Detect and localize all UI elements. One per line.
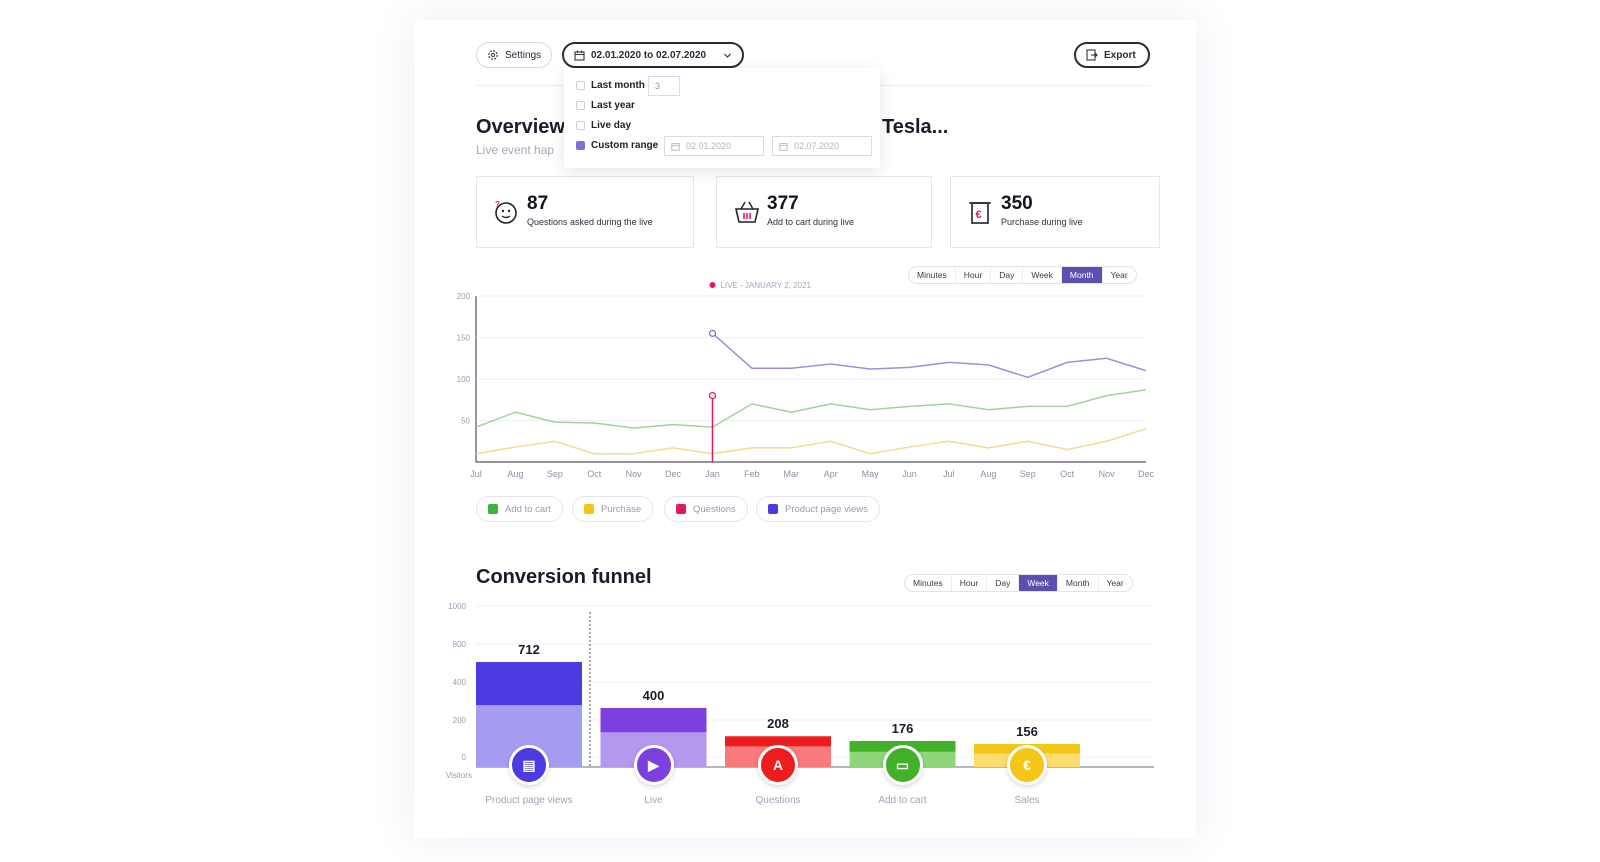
funnel-value-label: 400 [642,688,665,703]
calendar-icon [671,142,680,151]
timeline-range-tabs: Minutes Hour Day Week Month Year [908,266,1137,284]
overview-subtitle: Live event hap [476,143,555,157]
legend-purchase[interactable]: Purchase [572,496,654,522]
legend-label: Purchase [601,503,642,515]
legend-add-to-cart[interactable]: Add to cart [476,496,563,522]
legend-questions[interactable]: Questions [664,496,748,522]
timeline-tab-minutes[interactable]: Minutes [909,267,956,283]
legend-label: Add to cart [505,503,551,515]
calendar-icon [574,50,585,61]
export-label: Export [1104,49,1136,61]
range-to-input[interactable]: 02.07.2020 [772,136,872,156]
gear-icon [488,50,498,60]
timeline-tab-year[interactable]: Year [1110,270,1128,280]
stat-card-purchase: € 350 Purchase during live [950,176,1160,248]
stat-value: 377 [767,193,799,214]
funnel-category-label: Product page views [485,795,573,806]
option-label: Last year [591,100,635,111]
funnel-category-label: Live [644,795,663,806]
stat-card-questions: ? 87 Questions asked during the live [476,176,694,248]
funnel-title: Conversion funnel [476,566,652,588]
funnel-category-label: Questions [755,795,801,806]
export-icon [1086,49,1098,61]
checkbox-checked[interactable] [576,141,585,150]
funnel-category-label: Sales [1014,795,1040,806]
basket-icon [734,201,760,223]
range-to-value: 02.07.2020 [794,141,840,151]
settings-button[interactable]: Settings [476,42,553,68]
timeline-tab-week[interactable]: Week [1023,267,1062,283]
range-from-value: 02.01.2020 [686,141,732,151]
funnel-tab-hour[interactable]: Hour [952,575,988,591]
option-last-month[interactable]: Last month [576,80,645,91]
timeline-tab-month[interactable]: Month [1061,267,1103,283]
euro-receipt-icon: € [969,202,991,224]
stat-value: 87 [527,193,549,214]
legend-label: Product page views [785,503,868,515]
calendar-icon [779,142,788,151]
legend-swatch [768,504,778,514]
funnel-tab-week[interactable]: Week [1019,575,1058,591]
basket-icon: ▭ [882,745,923,785]
svg-text:?: ? [495,200,500,209]
timeline-tab-day[interactable]: Day [991,267,1024,283]
date-range-label: 02.01.2020 to 02.07.2020 [591,49,707,61]
overview-title: Overview [476,116,565,138]
legend-swatch [676,504,686,514]
option-custom-range[interactable]: Custom range [576,140,658,151]
settings-label: Settings [505,49,542,61]
option-label: Live day [591,120,632,131]
funnel-value-label: 712 [518,642,540,657]
legend-swatch [584,504,594,514]
question-bubble-icon: A [758,745,798,785]
funnel-tab-minutes[interactable]: Minutes [905,575,952,591]
legend-product-page-views[interactable]: Product page views [756,496,880,522]
stat-card-add-to-cart: 377 Add to cart during live [716,176,932,248]
checkbox[interactable] [576,121,585,130]
event-title: Tesla... [882,116,949,138]
funnel-value-label: 156 [1016,723,1038,739]
questions-face-icon: ? [495,200,517,224]
checkbox[interactable] [576,81,585,90]
stat-label: Questions asked during the live [527,217,653,227]
funnel-range-tabs: Minutes Hour Day Week Month Year [904,574,1133,592]
timeline-tab-hour[interactable]: Hour [956,267,992,283]
chevron-down-icon [724,53,731,58]
funnel-category-label: Add to cart [878,795,927,806]
euro-icon: € [1007,745,1047,785]
funnel-tab-month[interactable]: Month [1058,575,1099,591]
stat-label: Purchase during live [1001,217,1083,227]
last-month-count-input[interactable]: 3 [648,76,680,96]
svg-text:€: € [976,209,982,221]
option-live-day[interactable]: Live day [576,120,631,131]
option-label: Last month [591,80,645,91]
stat-value: 350 [1001,193,1033,214]
funnel-value-label: 208 [767,716,789,732]
legend-swatch [488,504,498,514]
video-icon: ▶ [633,745,674,785]
last-month-count-value: 3 [655,81,661,91]
range-from-input[interactable]: 02.01.2020 [664,136,764,156]
funnel-tab-day[interactable]: Day [987,575,1020,591]
legend-label: Questions [693,503,736,515]
funnel-value-label: 176 [891,721,914,737]
document-icon: ▤ [509,745,549,785]
checkbox[interactable] [576,101,585,110]
option-last-year[interactable]: Last year [576,100,635,111]
stat-label: Add to cart during live [767,217,855,227]
funnel-tab-year[interactable]: Year [1106,578,1124,588]
date-range-menu: Last month 3 Last year Live day Custom r… [564,68,880,168]
export-button[interactable]: Export [1074,42,1150,68]
option-label: Custom range [591,140,659,151]
date-range-dropdown[interactable]: 02.01.2020 to 02.07.2020 [562,42,744,68]
